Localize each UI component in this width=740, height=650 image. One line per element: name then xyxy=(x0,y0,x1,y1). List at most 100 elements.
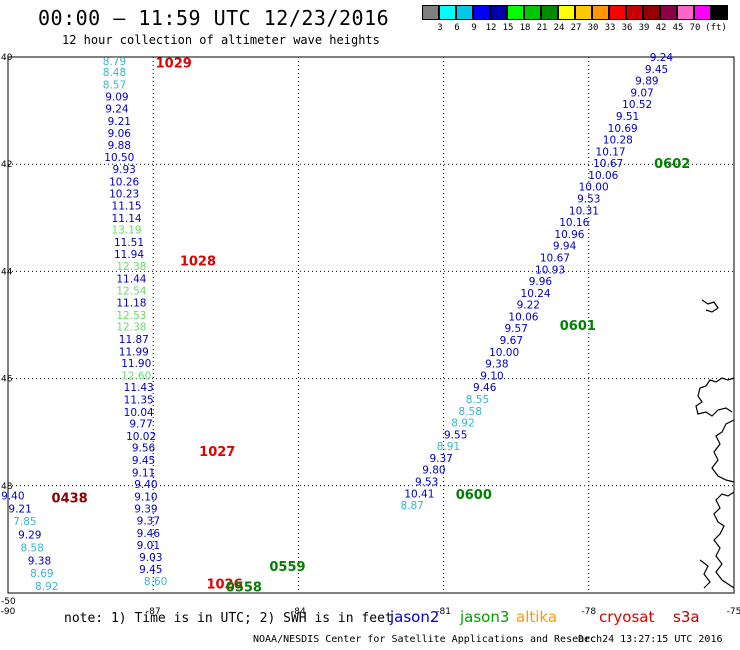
swh-value-label: 8.92 xyxy=(451,418,474,430)
satellite-legend-altika: altika xyxy=(516,608,558,626)
swh-value-label: 10.23 xyxy=(109,189,139,201)
color-scale-label: 12 xyxy=(485,23,497,33)
swh-value-label: 8.79 xyxy=(103,56,126,68)
time-label: 1029 xyxy=(156,56,192,71)
swh-value-label: 8.87 xyxy=(400,500,423,512)
swh-value-label: 10.24 xyxy=(521,288,551,300)
swh-value-label: 11.18 xyxy=(116,297,146,309)
swh-value-label: 10.93 xyxy=(535,264,565,276)
swh-value-label: 9.37 xyxy=(137,516,160,528)
color-scale-swatch xyxy=(592,5,609,20)
color-scale-swatch xyxy=(473,5,490,20)
color-scale-label: 70 xyxy=(689,23,701,33)
color-scale-label: 9 xyxy=(471,23,477,33)
map-grid xyxy=(7,56,735,594)
swh-value-label: 9.53 xyxy=(577,194,600,206)
time-label: 0438 xyxy=(52,492,88,507)
color-scale-swatch xyxy=(626,5,643,20)
swh-value-label: 10.52 xyxy=(622,99,652,111)
swh-value-label: 9.29 xyxy=(18,530,41,542)
time-label: 1028 xyxy=(180,255,216,270)
time-label: 0558 xyxy=(226,581,262,596)
color-scale-label: 33 xyxy=(604,23,616,33)
satellite-legend-s3a: s3a xyxy=(673,608,700,626)
color-scale-swatch xyxy=(524,5,541,20)
color-scale-swatch xyxy=(541,5,558,20)
color-scale-swatch xyxy=(422,5,439,20)
swh-value-label: 9.38 xyxy=(28,555,51,567)
swh-value-label: 9.45 xyxy=(132,455,155,467)
lon-tick-label: -81 xyxy=(436,607,451,617)
color-scale-swatch xyxy=(558,5,575,20)
map-frame xyxy=(7,56,735,594)
coastline-segment xyxy=(713,491,735,589)
lon-tick-label: -75 xyxy=(727,607,740,617)
time-label: 1026 xyxy=(206,577,242,592)
lat-tick-label: 46 xyxy=(1,375,13,385)
swh-value-label: 9.46 xyxy=(473,382,497,394)
color-scale-label: 6 xyxy=(454,23,460,33)
color-scale-swatch xyxy=(660,5,677,20)
swh-value-label: 11.51 xyxy=(114,237,144,249)
swh-value-label: 9.10 xyxy=(134,492,157,504)
color-scale-label: 24 xyxy=(553,23,565,33)
swh-value-label: 10.00 xyxy=(579,182,609,194)
swh-value-label: 10.04 xyxy=(124,407,154,419)
color-scale-swatch xyxy=(643,5,660,20)
swh-value-label: 11.35 xyxy=(124,395,154,407)
swh-value-label: 10.69 xyxy=(608,123,638,135)
color-scale-swatch xyxy=(677,5,694,20)
swh-value-label: 10.28 xyxy=(603,135,633,147)
page-title: 00:00 – 11:59 UTC 12/23/2016 xyxy=(38,6,390,30)
color-scale-unit: (ft) xyxy=(705,23,727,33)
lat-tick-label: 44 xyxy=(1,267,13,277)
swh-value-label: 9.24 xyxy=(105,103,129,115)
color-scale-label: 15 xyxy=(502,23,514,33)
swh-value-label: 11.87 xyxy=(119,334,149,346)
swh-value-label: 11.99 xyxy=(119,346,149,358)
color-scale-label: 21 xyxy=(536,23,548,33)
swh-value-label: 8.48 xyxy=(103,67,126,79)
coastline-segment xyxy=(711,419,735,483)
swh-value-label: 11.90 xyxy=(121,358,151,370)
swh-value-label: 10.17 xyxy=(596,146,626,158)
swh-value-label: 9.88 xyxy=(108,140,131,152)
time-label: 0601 xyxy=(560,319,596,334)
swh-value-label: 9.06 xyxy=(108,128,132,140)
color-scale-swatch xyxy=(490,5,507,20)
coastline-segment xyxy=(695,377,735,417)
swh-value-label: 9.56 xyxy=(132,443,156,455)
swh-value-label: 9.40 xyxy=(1,490,24,502)
swh-value-label: 8.91 xyxy=(437,441,460,453)
color-scale-swatch xyxy=(507,5,524,20)
page-subtitle: 12 hour collection of altimeter wave hei… xyxy=(62,33,380,47)
swh-value-label: 9.57 xyxy=(505,323,528,335)
swh-points: 8.798.488.579.099.249.219.069.8810.509.9… xyxy=(1,52,673,593)
satellite-legend-jason3: jason3 xyxy=(460,608,510,626)
footer-note: note: 1) Time is in UTC; 2) SWH is in fe… xyxy=(64,611,393,626)
swh-value-label: 9.67 xyxy=(500,335,523,347)
lat-tick-label: 48 xyxy=(1,482,13,492)
coastline xyxy=(695,299,735,589)
lon-tick-label: -90 xyxy=(1,607,16,617)
swh-value-label: 9.45 xyxy=(139,564,162,576)
swh-value-label: 10.41 xyxy=(404,488,434,500)
time-labels: 1029 1028 1027 1026 0438 0602 0601 0600 0559 0558 xyxy=(52,56,691,595)
swh-value-label: 9.40 xyxy=(134,479,157,491)
swh-value-label: 10.16 xyxy=(559,217,589,229)
color-scale-swatch xyxy=(711,5,728,20)
time-label: 1027 xyxy=(199,445,235,460)
swh-value-label: 9.93 xyxy=(112,164,135,176)
color-scale-label: 27 xyxy=(570,23,582,33)
swh-value-label: 10.26 xyxy=(109,176,139,188)
color-scale-swatch xyxy=(694,5,711,20)
swh-value-label: 10.02 xyxy=(126,431,156,443)
swh-value-label: 10.67 xyxy=(593,158,623,170)
swh-value-label: 9.96 xyxy=(529,276,553,288)
swh-value-label: 8.57 xyxy=(103,79,126,91)
swh-value-label: 13.19 xyxy=(112,225,142,237)
color-scale-label: 30 xyxy=(587,23,599,33)
swh-value-label: 10.50 xyxy=(104,152,134,164)
swh-value-label: 9.55 xyxy=(444,429,467,441)
swh-value-label: 8.92 xyxy=(35,581,58,593)
